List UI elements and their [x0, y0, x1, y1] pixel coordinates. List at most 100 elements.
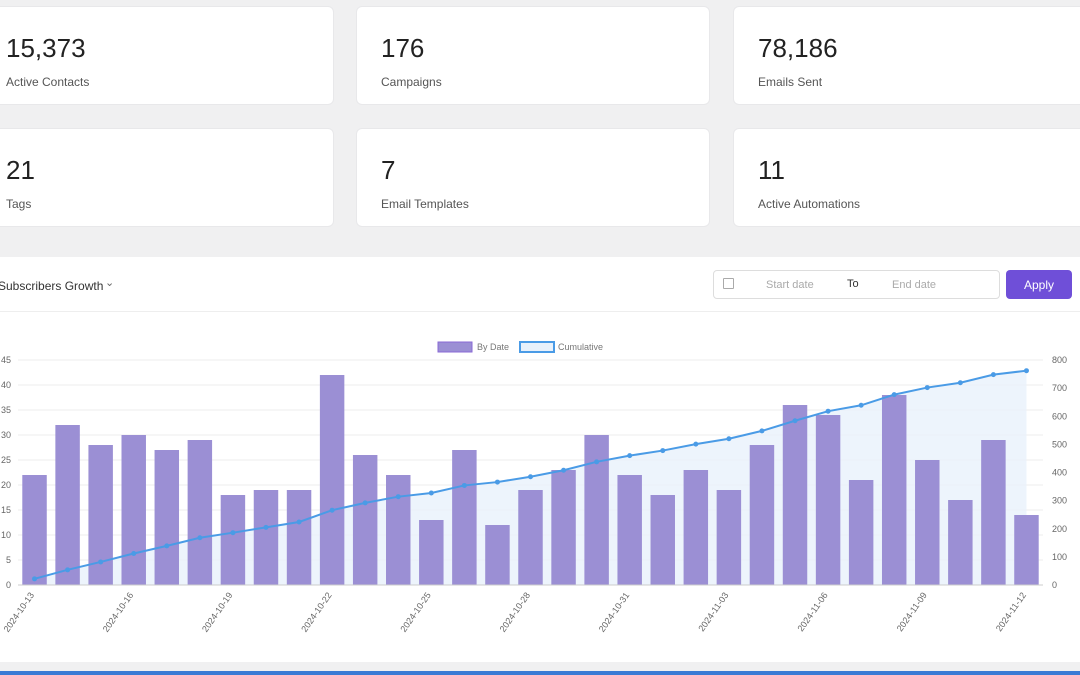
cumulative-point — [1023, 368, 1029, 374]
cumulative-point — [891, 392, 897, 398]
bar — [286, 490, 312, 585]
stat-value: 21 — [6, 155, 35, 185]
stat-card-campaigns: 176 Campaigns — [356, 6, 710, 105]
stat-card-email-templates: 7 Email Templates — [356, 128, 710, 227]
cumulative-point — [726, 436, 732, 442]
cumulative-point — [98, 559, 104, 565]
stat-card-active-contacts: 15,373 Active Contacts — [0, 6, 334, 105]
bar — [617, 475, 642, 585]
x-tick-label: 2024-10-25 — [398, 590, 433, 633]
cumulative-point — [594, 459, 600, 465]
y-right-tick-label: 0 — [1052, 580, 1057, 590]
bar — [915, 460, 940, 585]
end-date-input[interactable]: End date — [892, 279, 937, 291]
bar — [815, 415, 841, 585]
bottom-bar — [0, 671, 1080, 675]
bar — [1014, 515, 1039, 585]
stat-value: 7 — [381, 155, 396, 185]
y-left-tick-label: 15 — [1, 505, 11, 515]
stat-label: Tags — [6, 197, 32, 211]
legend-swatch-cumulative — [519, 341, 555, 353]
cumulative-point — [362, 500, 368, 506]
y-right-tick-label: 700 — [1052, 383, 1067, 393]
panel-header: Subscribers Growth ⌄ Start date To End d… — [0, 257, 1080, 312]
bar — [881, 395, 907, 585]
stat-value: 15,373 — [6, 33, 86, 63]
start-date-input[interactable]: Start date — [766, 279, 814, 291]
bar — [650, 495, 675, 585]
stat-label: Campaigns — [381, 75, 442, 89]
stat-value: 11 — [758, 155, 785, 185]
bar — [551, 470, 576, 585]
x-tick-label: 2024-10-22 — [299, 590, 334, 633]
cumulative-point — [759, 428, 765, 434]
y-left-tick-label: 5 — [6, 555, 11, 565]
bar — [22, 475, 47, 585]
x-tick-label: 2024-10-31 — [597, 590, 632, 633]
x-tick-label: 2024-11-12 — [994, 590, 1028, 633]
y-right-tick-label: 600 — [1052, 411, 1067, 421]
legend-label: Cumulative — [558, 342, 603, 352]
stat-label: Active Automations — [758, 197, 861, 211]
y-left-tick-label: 0 — [6, 580, 11, 590]
y-right-tick-label: 800 — [1052, 355, 1067, 365]
cumulative-point — [263, 524, 269, 530]
bar — [452, 450, 477, 585]
stat-card-tags: 21 Tags — [0, 128, 334, 227]
bar — [319, 375, 345, 585]
chevron-down-icon[interactable]: ⌄ — [105, 277, 115, 289]
cumulative-point — [32, 576, 38, 582]
cumulative-point — [197, 535, 203, 541]
bar — [154, 450, 180, 585]
stat-value: 176 — [381, 33, 425, 63]
bar — [121, 435, 146, 585]
y-left-tick-label: 25 — [1, 455, 11, 465]
bar — [749, 445, 775, 585]
cumulative-point — [957, 380, 963, 386]
y-left-tick-label: 40 — [1, 380, 11, 390]
bar — [419, 520, 444, 585]
date-range-picker[interactable]: Start date To End date — [713, 270, 1000, 299]
apply-button[interactable]: Apply — [1006, 270, 1072, 299]
cumulative-point — [825, 408, 831, 414]
cumulative-point — [858, 402, 864, 408]
y-right-tick-label: 300 — [1052, 496, 1067, 506]
bar — [584, 435, 609, 585]
bar — [981, 440, 1006, 585]
stat-label: Emails Sent — [758, 75, 823, 89]
x-tick-label: 2024-10-19 — [200, 590, 235, 633]
x-tick-label: 2024-11-09 — [895, 590, 929, 633]
cumulative-point — [131, 551, 137, 556]
cumulative-point — [792, 418, 798, 424]
y-left-tick-label: 30 — [1, 430, 11, 440]
x-tick-label: 2024-10-16 — [101, 590, 136, 633]
bar — [386, 475, 411, 585]
bar — [716, 490, 742, 585]
chart-type-dropdown[interactable]: Subscribers Growth — [0, 279, 104, 293]
stat-value: 78,186 — [758, 33, 838, 63]
y-left-tick-label: 10 — [1, 530, 11, 540]
cumulative-point — [528, 474, 533, 480]
bar — [485, 525, 510, 585]
cumulative-point — [461, 482, 467, 488]
bar — [518, 490, 543, 585]
bar — [948, 500, 973, 585]
bar — [55, 425, 80, 585]
y-right-tick-label: 500 — [1052, 439, 1067, 449]
calendar-icon — [723, 278, 734, 289]
bar — [352, 455, 378, 585]
cumulative-point — [296, 519, 302, 525]
bar — [220, 495, 246, 585]
y-left-tick-label: 35 — [1, 405, 11, 415]
legend-label: By Date — [477, 342, 509, 352]
y-right-tick-label: 400 — [1052, 468, 1067, 478]
bar — [782, 405, 808, 585]
legend-swatch-by-date — [437, 341, 473, 353]
y-left-tick-label: 45 — [1, 355, 11, 365]
cumulative-point — [693, 441, 699, 447]
cumulative-point — [395, 494, 401, 500]
bar — [187, 440, 213, 585]
bar — [683, 470, 709, 585]
cumulative-point — [924, 385, 930, 391]
x-tick-label: 2024-11-06 — [796, 590, 830, 633]
